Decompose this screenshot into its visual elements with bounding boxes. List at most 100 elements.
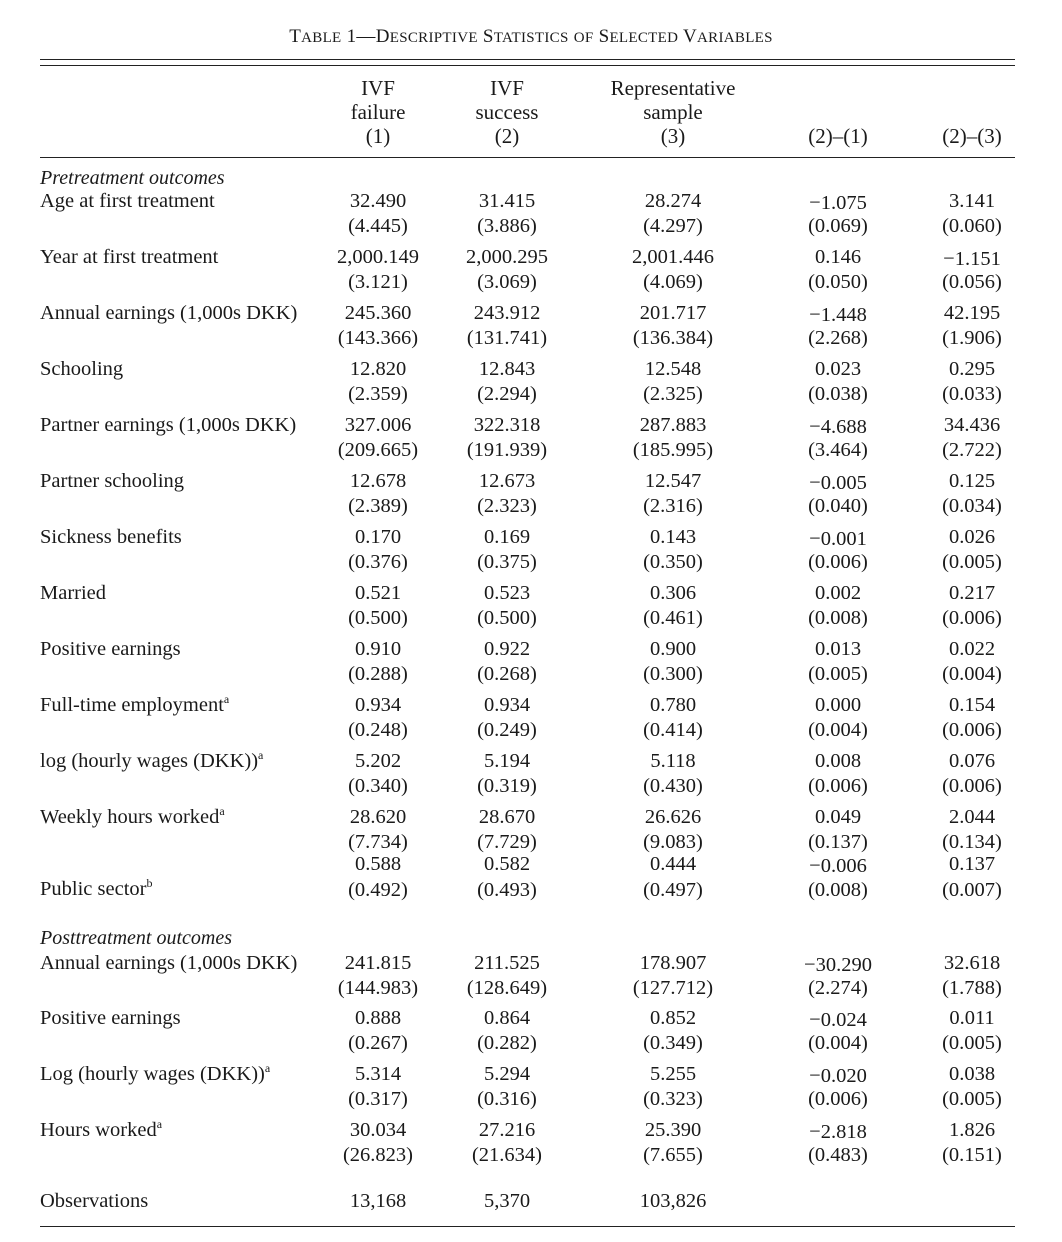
- std-error: (0.005): [942, 1032, 1002, 1054]
- mean-value: 0.000: [814, 694, 862, 716]
- mean-value: 0.444: [649, 853, 697, 875]
- std-error: (0.056): [942, 271, 1002, 293]
- std-error: (209.665): [337, 439, 419, 461]
- row-label-text: Log (hourly wages (DKK)): [40, 1063, 265, 1085]
- row-label-text: Partner schooling: [40, 470, 185, 492]
- row-label: Sickness benefits: [40, 525, 182, 549]
- std-error: (143.366): [337, 327, 419, 349]
- mean-value: 12.678: [349, 470, 407, 492]
- std-error: (7.655): [643, 1144, 703, 1166]
- std-error: (0.005): [942, 551, 1002, 573]
- std-error: (0.004): [808, 719, 868, 741]
- std-error: (0.492): [348, 879, 408, 901]
- mean-value: 25.390: [644, 1119, 702, 1141]
- row-label-text: Partner earnings (1,000s DKK): [40, 414, 297, 436]
- column-header-line: sample: [643, 100, 703, 124]
- mean-value: 0.934: [483, 694, 531, 716]
- std-error: (0.005): [942, 1088, 1002, 1110]
- column-header-line: IVF: [361, 76, 395, 100]
- row-label: Weekly hours workeda: [40, 805, 225, 829]
- std-error: (0.008): [808, 879, 868, 901]
- mean-value: 241.815: [344, 952, 412, 974]
- mean-value: 27.216: [478, 1119, 536, 1141]
- mean-value: 12.843: [478, 358, 536, 380]
- observations-value: 103,826: [639, 1190, 707, 1212]
- mean-value: 3.141: [948, 190, 996, 212]
- std-error: (2.359): [348, 383, 408, 405]
- mean-value: 0.521: [354, 582, 402, 604]
- row-label: Annual earnings (1,000s DKK): [40, 301, 297, 325]
- std-error: (2.274): [808, 977, 868, 999]
- mean-value: 12.673: [478, 470, 536, 492]
- row-label: Public sectorb: [40, 877, 152, 901]
- std-error: (0.268): [477, 663, 537, 685]
- mean-value: 0.922: [483, 638, 531, 660]
- row-label-text: Weekly hours worked: [40, 806, 220, 828]
- mean-value: 0.049: [814, 806, 862, 828]
- std-error: (4.297): [643, 215, 703, 237]
- table-title: TABLE 1—DESCRIPTIVE STATISTICS OF SELECT…: [289, 26, 773, 47]
- std-error: (1.906): [942, 327, 1002, 349]
- std-error: (0.006): [942, 775, 1002, 797]
- std-error: (2.722): [942, 439, 1002, 461]
- footnote-marker: a: [219, 804, 225, 818]
- mean-value: 245.360: [344, 302, 412, 324]
- std-error: (0.033): [942, 383, 1002, 405]
- column-header-line: (2)–(3): [942, 124, 1002, 148]
- mean-value: 0.125: [948, 470, 996, 492]
- observations-value: 5,370: [483, 1190, 531, 1212]
- std-error: (0.008): [808, 607, 868, 629]
- row-label-text: Positive earnings: [40, 638, 181, 660]
- std-error: (0.267): [348, 1032, 408, 1054]
- std-error: (144.983): [337, 977, 419, 999]
- mean-value: 0.588: [354, 853, 402, 875]
- mean-value: 0.780: [649, 694, 697, 716]
- mean-value: 0.026: [948, 526, 996, 548]
- std-error: (0.282): [477, 1032, 537, 1054]
- std-error: (131.741): [466, 327, 548, 349]
- table-notes: [40, 1236, 1015, 1242]
- mean-value: 0.076: [948, 750, 996, 772]
- mean-value: 28.670: [478, 806, 536, 828]
- std-error: (0.288): [348, 663, 408, 685]
- section-heading: Pretreatment outcomes: [40, 167, 225, 189]
- row-label: Partner schooling: [40, 469, 184, 493]
- mean-value: 0.038: [948, 1063, 996, 1085]
- column-header-line: (3): [660, 124, 686, 148]
- mean-value: 0.011: [949, 1007, 995, 1029]
- header-rule: [40, 157, 1015, 158]
- mean-value: 0.900: [649, 638, 697, 660]
- column-header-line: Representative: [610, 76, 736, 100]
- mean-value: −0.001: [809, 528, 867, 550]
- std-error: (0.316): [477, 1088, 537, 1110]
- std-error: (0.038): [808, 383, 868, 405]
- row-label-text: Annual earnings (1,000s DKK): [40, 302, 298, 324]
- std-error: (2.389): [348, 495, 408, 517]
- mean-value: 0.170: [354, 526, 402, 548]
- row-label-text: Year at first treatment: [40, 246, 219, 268]
- row-label-text: Positive earnings: [40, 1007, 181, 1029]
- column-header-line: (2)–(1): [808, 124, 868, 148]
- std-error: (0.317): [348, 1088, 408, 1110]
- top-rule: [40, 59, 1015, 60]
- std-error: (0.040): [808, 495, 868, 517]
- mean-value: 5.118: [650, 750, 696, 772]
- std-error: (7.734): [348, 831, 408, 853]
- std-error: (1.788): [942, 977, 1002, 999]
- mean-value: 322.318: [473, 414, 541, 436]
- std-error: (0.376): [348, 551, 408, 573]
- mean-value: 12.820: [349, 358, 407, 380]
- std-error: (26.823): [342, 1144, 414, 1166]
- std-error: (0.004): [808, 1032, 868, 1054]
- mean-value: 32.618: [943, 952, 1001, 974]
- std-error: (128.649): [466, 977, 548, 999]
- row-label: Positive earnings: [40, 637, 181, 661]
- mean-value: 211.525: [474, 952, 540, 974]
- std-error: (0.034): [942, 495, 1002, 517]
- std-error: (0.006): [808, 1088, 868, 1110]
- mean-value: 1.826: [948, 1119, 996, 1141]
- mean-value: 0.910: [354, 638, 402, 660]
- std-error: (0.340): [348, 775, 408, 797]
- std-error: (0.300): [643, 663, 703, 685]
- mean-value: 0.306: [649, 582, 697, 604]
